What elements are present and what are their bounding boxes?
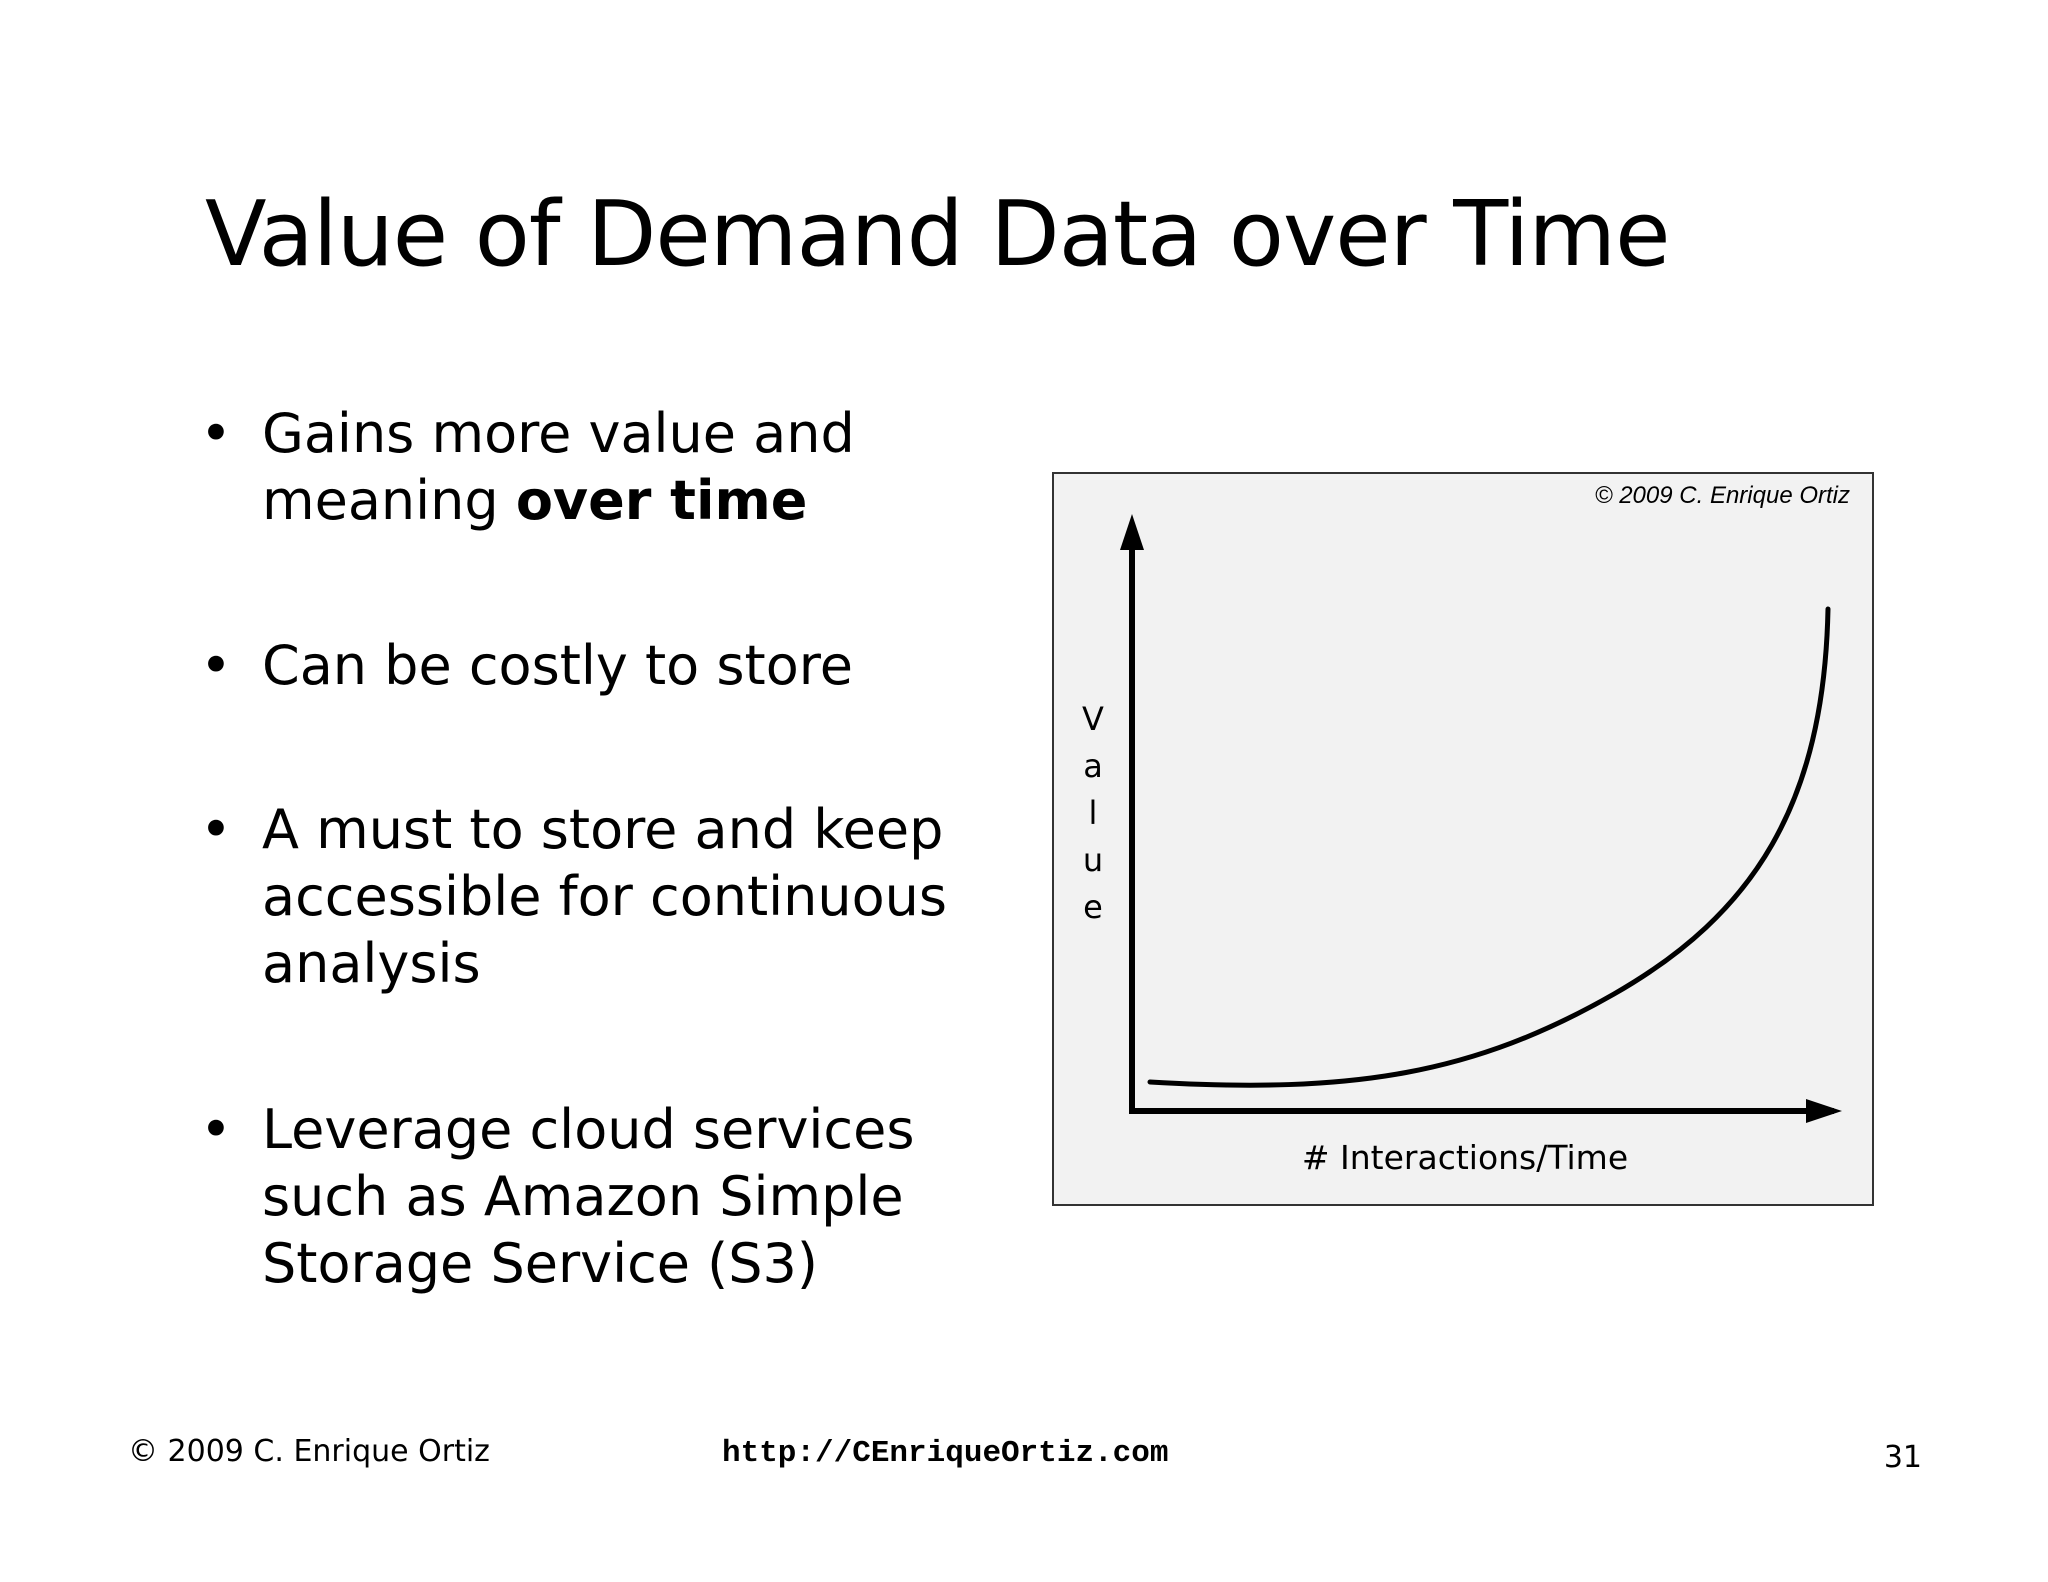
bullet-text: A must to store and keep accessible for … (262, 798, 948, 995)
chart-graphic (1120, 514, 1842, 1123)
y-axis-label-letter: l (1088, 794, 1098, 832)
y-axis-label: V a l u e (1078, 696, 1108, 931)
y-axis-label-letter: a (1083, 747, 1103, 785)
value-curve (1147, 606, 1831, 1088)
bullet-dot-icon: • (200, 1098, 232, 1161)
y-axis-label-letter: V (1082, 700, 1104, 738)
bullet-text: Leverage cloud services such as Amazon S… (262, 1098, 915, 1295)
bullet-dot-icon: • (200, 634, 232, 697)
x-axis-label: # Interactions/Time (1301, 1138, 1629, 1177)
bullet-dot-icon: • (200, 402, 232, 465)
footer-copyright: © 2009 C. Enrique Ortiz (128, 1434, 490, 1469)
bullet-text: Gains more value and meaning over time (262, 402, 855, 532)
page-number: 31 (1883, 1440, 1922, 1475)
footer-url-link[interactable]: http://CEnriqueOrtiz.com (722, 1436, 1169, 1471)
value-chart: © 2009 C. Enrique Ortiz V a l u e # Inte… (1052, 472, 1874, 1206)
x-axis-arrow-icon (1806, 1099, 1842, 1123)
chart-copyright: © 2009 C. Enrique Ortiz (1594, 482, 1850, 509)
bullet-emphasis: over time (515, 469, 808, 532)
y-axis-arrow-icon (1120, 514, 1144, 550)
bullet-dot-icon: • (200, 798, 232, 861)
slide-title: Value of Demand Data over Time (205, 182, 1670, 287)
y-axis-label-letter: e (1083, 888, 1103, 926)
bullet-text: Can be costly to store (262, 634, 853, 697)
y-axis-label-letter: u (1082, 841, 1104, 879)
